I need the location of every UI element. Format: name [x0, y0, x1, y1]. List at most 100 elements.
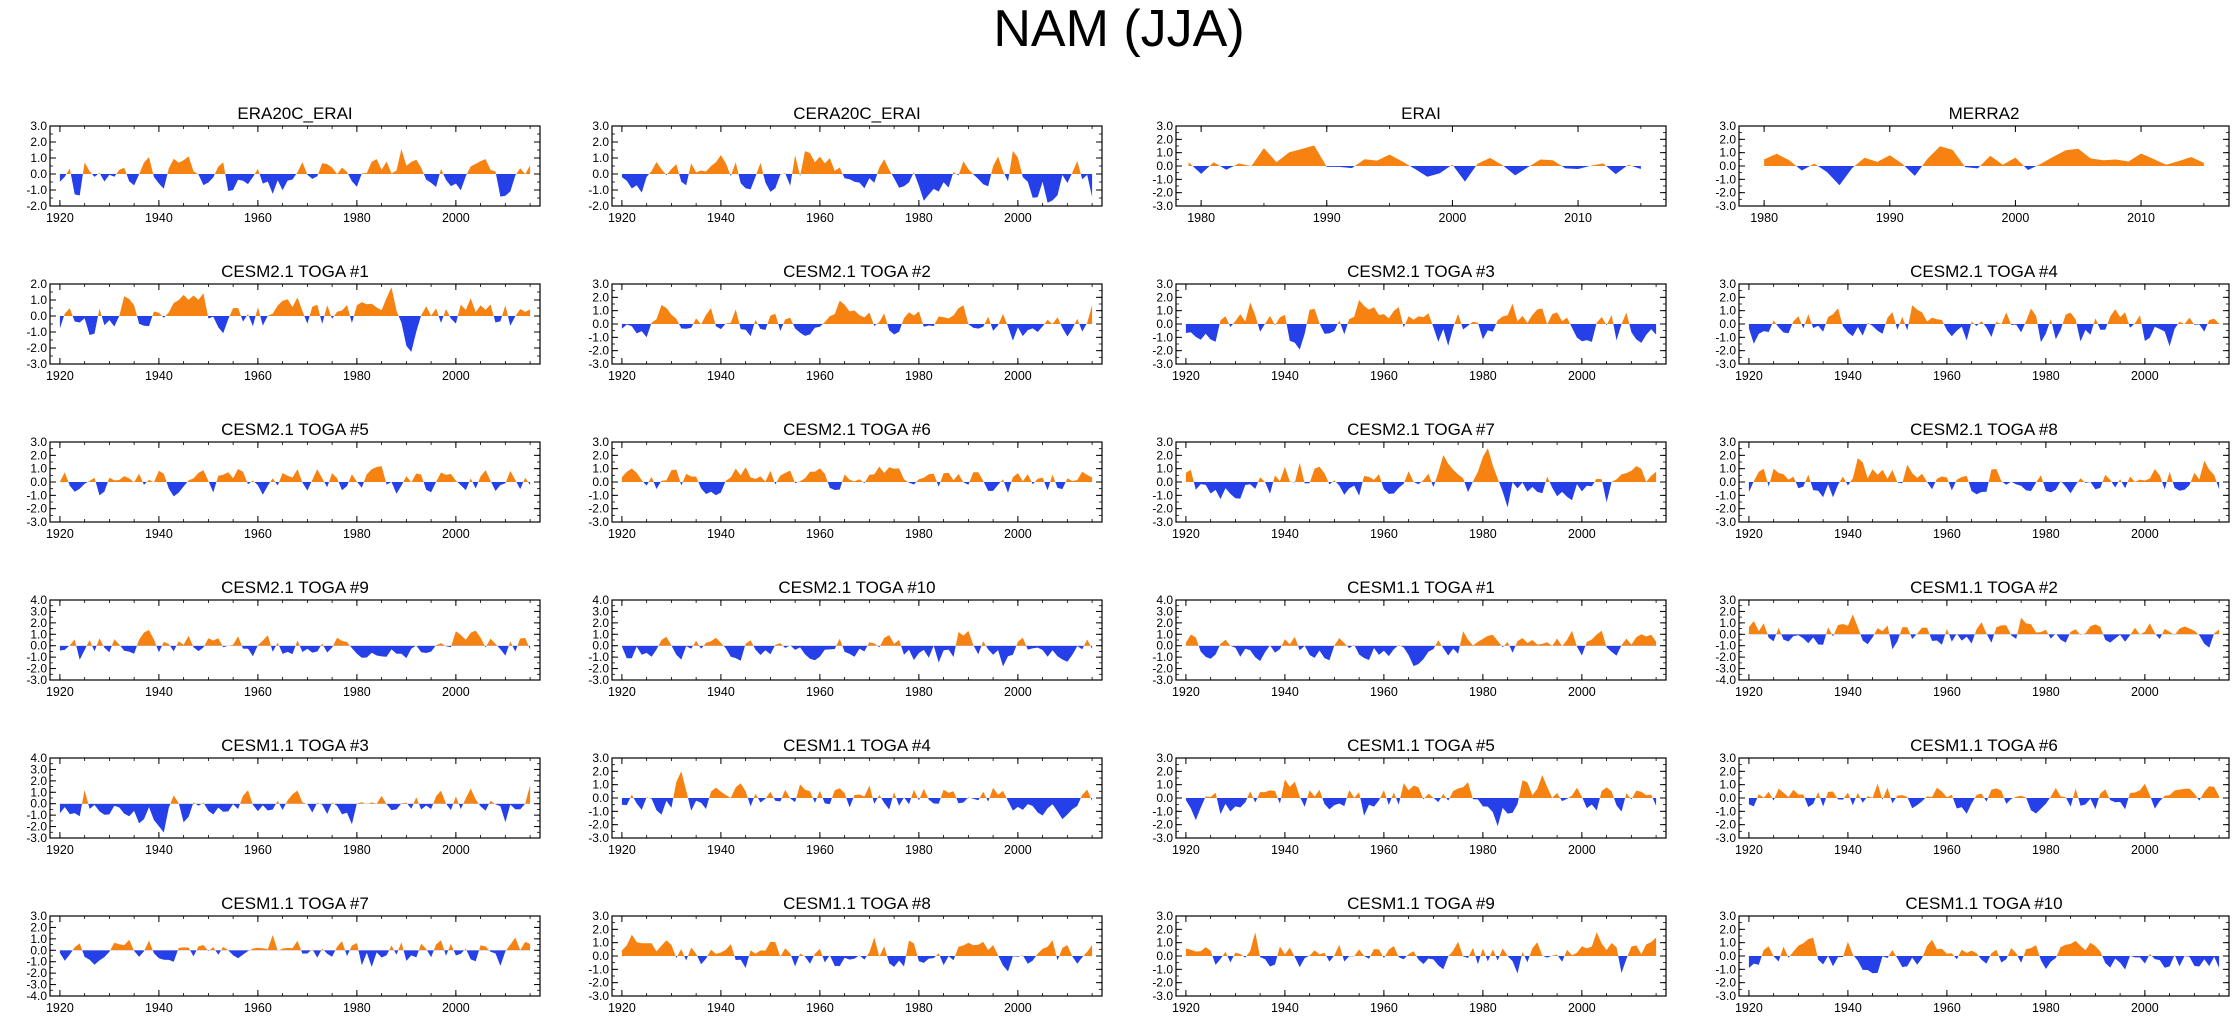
y-tick-label: -2.0 [1715, 186, 1736, 200]
panel-title: ERA20C_ERAI [237, 104, 352, 123]
y-tick-label: 0.0 [30, 943, 47, 957]
x-tick-label: 1940 [145, 211, 173, 225]
x-tick-label: 2000 [1568, 1001, 1596, 1015]
x-tick-label: 1940 [707, 527, 735, 541]
x-tick-label: 2000 [2131, 685, 2159, 699]
y-tick-label: 0.0 [592, 791, 609, 805]
y-tick-label: 1.0 [592, 936, 609, 950]
y-tick-label: 0.0 [1719, 791, 1736, 805]
y-tick-label: 2.0 [1156, 290, 1173, 304]
y-tick-label: 1.0 [1719, 936, 1736, 950]
y-tick-label: 1.0 [30, 627, 47, 641]
positive-area [1748, 937, 2220, 956]
x-tick-label: 1960 [806, 685, 834, 699]
y-tick-label: 1.0 [1719, 146, 1736, 160]
y-tick-label: 3.0 [592, 604, 609, 618]
y-tick-label: -4.0 [26, 989, 47, 1003]
panel-title: CESM2.1 TOGA #7 [1347, 420, 1495, 439]
y-tick-label: -1.0 [588, 804, 609, 818]
x-tick-label: 1940 [1834, 685, 1862, 699]
y-tick-label: -3.0 [1715, 989, 1736, 1003]
panel-15: CESM1.1 TOGA #1 4.03.02.01.00.0-1.0-2.0-3… [1152, 578, 1667, 699]
y-tick-label: -3.0 [1715, 831, 1736, 845]
panel-19: CESM1.1 TOGA #53.02.01.00.0-1.0-2.0-3.01… [1152, 736, 1667, 857]
x-tick-label: 1980 [343, 369, 371, 383]
x-tick-label: 1980 [1469, 527, 1497, 541]
negative-area [1185, 324, 1657, 350]
y-tick-label: 2.0 [592, 922, 609, 936]
panel-3: ERAI 3.02.01.00.0-1.0-2.0-3.0 1980 1990 2000… [1152, 104, 1667, 225]
y-tick-label: 1.0 [592, 462, 609, 476]
x-tick-label: 1980 [343, 527, 371, 541]
y-tick-label: 2.0 [592, 135, 609, 149]
y-tick-label: -3.0 [1152, 989, 1173, 1003]
y-tick-label: -1.0 [26, 183, 47, 197]
panel-title: CESM2.1 TOGA #10 [778, 578, 935, 597]
y-tick-label: 0.0 [592, 949, 609, 963]
x-tick-label: 1960 [1370, 685, 1398, 699]
figure-title: NAM (JJA) [993, 0, 1245, 58]
y-tick-label: -1.0 [1715, 639, 1736, 653]
x-tick-label: 1920 [608, 1001, 636, 1015]
y-tick-label: 0.0 [30, 309, 47, 323]
y-tick-label: 0.0 [592, 475, 609, 489]
x-tick-label: 1920 [1735, 685, 1763, 699]
positive-area [621, 300, 1093, 324]
y-tick-label: 3.0 [30, 119, 47, 133]
panel-title: CESM2.1 TOGA #8 [1910, 420, 2058, 439]
panel-title: CESM1.1 TOGA #7 [221, 894, 369, 913]
y-tick-label: -2.0 [1152, 502, 1173, 516]
y-tick-label: 2.0 [1719, 290, 1736, 304]
negative-area [1748, 798, 2220, 814]
y-tick-label: 2.0 [30, 277, 47, 291]
y-tick-label: 1.0 [30, 462, 47, 476]
y-tick-label: 1.0 [1156, 304, 1173, 318]
panel-14: CESM2.1 TOGA #10 4.03.02.01.00.0-1.0-2.0-… [588, 578, 1103, 699]
y-tick-label: 3.0 [1156, 604, 1173, 618]
x-tick-label: 1980 [905, 369, 933, 383]
y-tick-label: 2.0 [1719, 604, 1736, 618]
x-tick-label: 1920 [1735, 1001, 1763, 1015]
positive-area [72, 935, 531, 951]
y-tick-label: 2.0 [1719, 132, 1736, 146]
panel-title: CERA20C_ERAI [793, 104, 921, 123]
y-tick-label: 0.0 [592, 639, 609, 653]
x-tick-label: 1920 [46, 685, 74, 699]
y-tick-label: -1.0 [1715, 804, 1736, 818]
x-tick-label: 1920 [1172, 527, 1200, 541]
y-tick-label: 2.0 [1719, 764, 1736, 778]
y-tick-label: 3.0 [592, 277, 609, 291]
y-tick-label: -3.0 [26, 978, 47, 992]
y-tick-label: 1.0 [30, 785, 47, 799]
y-tick-label: 3.0 [1719, 593, 1736, 607]
y-tick-label: -1.0 [1152, 330, 1173, 344]
x-tick-label: 1940 [1271, 843, 1299, 857]
x-tick-label: 1940 [1271, 527, 1299, 541]
y-tick-label: 3.0 [592, 909, 609, 923]
panel-title: CESM2.1 TOGA #3 [1347, 262, 1495, 281]
y-tick-label: -2.0 [1152, 186, 1173, 200]
x-tick-label: 2010 [1564, 211, 1592, 225]
y-tick-label: -3.0 [26, 515, 47, 529]
y-tick-label: 0.0 [592, 317, 609, 331]
x-tick-label: 1940 [145, 1001, 173, 1015]
panel-title: CESM1.1 TOGA #1 [1347, 578, 1495, 597]
positive-area [1748, 783, 2220, 798]
negative-area [1748, 956, 2220, 974]
y-tick-label: -2.0 [1715, 818, 1736, 832]
y-tick-label: -2.0 [588, 344, 609, 358]
x-tick-label: 2000 [442, 843, 470, 857]
x-tick-label: 1960 [1933, 1001, 1961, 1015]
y-tick-label: -2.0 [1152, 662, 1173, 676]
x-tick-label: 1980 [905, 1001, 933, 1015]
y-tick-label: 0.0 [1719, 475, 1736, 489]
x-tick-label: 1980 [2032, 843, 2060, 857]
panel-13: CESM2.1 TOGA #9 4.03.02.01.00.0-1.0-2.0-3… [26, 578, 541, 699]
y-tick-label: 3.0 [30, 909, 47, 923]
y-tick-label: -2.0 [26, 502, 47, 516]
x-tick-label: 2000 [1568, 369, 1596, 383]
y-tick-label: 2.0 [1156, 448, 1173, 462]
y-tick-label: 1.0 [1719, 304, 1736, 318]
positive-area [621, 150, 1093, 174]
x-tick-label: 2000 [1568, 527, 1596, 541]
